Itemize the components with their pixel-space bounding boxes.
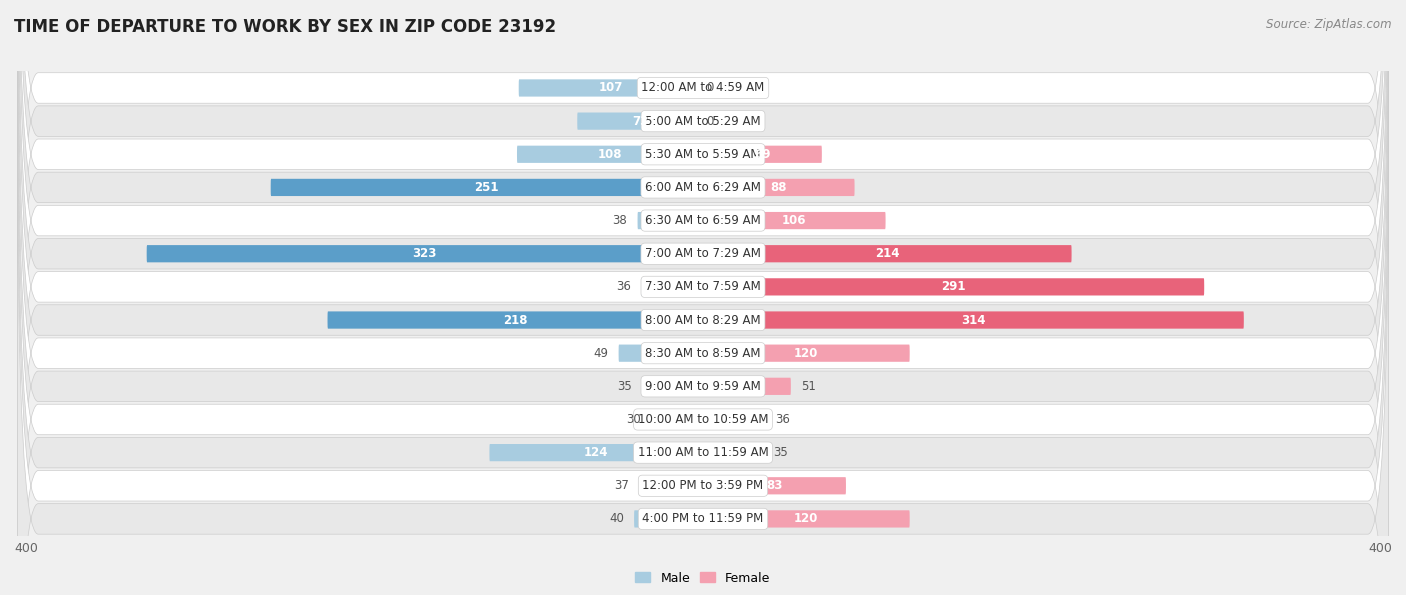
FancyBboxPatch shape: [17, 136, 1389, 595]
Text: 49: 49: [593, 347, 609, 359]
Text: TIME OF DEPARTURE TO WORK BY SEX IN ZIP CODE 23192: TIME OF DEPARTURE TO WORK BY SEX IN ZIP …: [14, 18, 557, 36]
Text: 51: 51: [801, 380, 815, 393]
Text: 83: 83: [766, 480, 783, 492]
FancyBboxPatch shape: [146, 245, 703, 262]
FancyBboxPatch shape: [703, 444, 763, 461]
Text: 7:30 AM to 7:59 AM: 7:30 AM to 7:59 AM: [645, 280, 761, 293]
Text: 7:00 AM to 7:29 AM: 7:00 AM to 7:29 AM: [645, 248, 761, 260]
FancyBboxPatch shape: [703, 311, 1244, 328]
Text: 6:00 AM to 6:29 AM: 6:00 AM to 6:29 AM: [645, 181, 761, 194]
FancyBboxPatch shape: [17, 4, 1389, 595]
FancyBboxPatch shape: [17, 0, 1389, 570]
Text: 35: 35: [617, 380, 633, 393]
FancyBboxPatch shape: [17, 0, 1389, 595]
Text: 88: 88: [770, 181, 787, 194]
FancyBboxPatch shape: [703, 511, 910, 528]
FancyBboxPatch shape: [703, 345, 910, 362]
FancyBboxPatch shape: [703, 378, 790, 395]
FancyBboxPatch shape: [703, 411, 765, 428]
FancyBboxPatch shape: [703, 477, 846, 494]
Text: 400: 400: [14, 542, 38, 555]
Text: 69: 69: [754, 148, 770, 161]
FancyBboxPatch shape: [703, 245, 1071, 262]
Text: 214: 214: [875, 248, 900, 260]
FancyBboxPatch shape: [17, 103, 1389, 595]
FancyBboxPatch shape: [703, 212, 886, 229]
Text: 12:00 PM to 3:59 PM: 12:00 PM to 3:59 PM: [643, 480, 763, 492]
Text: 314: 314: [962, 314, 986, 327]
Text: 35: 35: [773, 446, 789, 459]
Text: 9:00 AM to 9:59 AM: 9:00 AM to 9:59 AM: [645, 380, 761, 393]
Text: 0: 0: [706, 82, 714, 95]
Text: 400: 400: [1368, 542, 1392, 555]
FancyBboxPatch shape: [619, 345, 703, 362]
FancyBboxPatch shape: [643, 378, 703, 395]
FancyBboxPatch shape: [703, 179, 855, 196]
FancyBboxPatch shape: [651, 411, 703, 428]
Text: 30: 30: [626, 413, 641, 426]
Legend: Male, Female: Male, Female: [630, 566, 776, 590]
Text: 73: 73: [633, 115, 648, 127]
FancyBboxPatch shape: [17, 0, 1389, 595]
Text: 120: 120: [794, 512, 818, 525]
FancyBboxPatch shape: [17, 0, 1389, 595]
Text: 12:00 AM to 4:59 AM: 12:00 AM to 4:59 AM: [641, 82, 765, 95]
FancyBboxPatch shape: [703, 146, 823, 163]
Text: 124: 124: [583, 446, 609, 459]
FancyBboxPatch shape: [17, 0, 1389, 595]
Text: 4:00 PM to 11:59 PM: 4:00 PM to 11:59 PM: [643, 512, 763, 525]
Text: 8:30 AM to 8:59 AM: 8:30 AM to 8:59 AM: [645, 347, 761, 359]
Text: 36: 36: [616, 280, 631, 293]
FancyBboxPatch shape: [489, 444, 703, 461]
Text: 291: 291: [942, 280, 966, 293]
Text: 11:00 AM to 11:59 AM: 11:00 AM to 11:59 AM: [638, 446, 768, 459]
Text: 323: 323: [412, 248, 437, 260]
Text: 107: 107: [599, 82, 623, 95]
FancyBboxPatch shape: [634, 511, 703, 528]
FancyBboxPatch shape: [637, 212, 703, 229]
Text: 106: 106: [782, 214, 807, 227]
FancyBboxPatch shape: [641, 278, 703, 296]
FancyBboxPatch shape: [17, 70, 1389, 595]
Text: 108: 108: [598, 148, 623, 161]
FancyBboxPatch shape: [17, 0, 1389, 595]
Text: 120: 120: [794, 347, 818, 359]
FancyBboxPatch shape: [17, 0, 1389, 471]
FancyBboxPatch shape: [328, 311, 703, 328]
FancyBboxPatch shape: [17, 0, 1389, 537]
Text: 40: 40: [609, 512, 624, 525]
Text: 5:00 AM to 5:29 AM: 5:00 AM to 5:29 AM: [645, 115, 761, 127]
FancyBboxPatch shape: [517, 146, 703, 163]
Text: Source: ZipAtlas.com: Source: ZipAtlas.com: [1267, 18, 1392, 31]
Text: 10:00 AM to 10:59 AM: 10:00 AM to 10:59 AM: [638, 413, 768, 426]
Text: 37: 37: [614, 480, 628, 492]
FancyBboxPatch shape: [640, 477, 703, 494]
FancyBboxPatch shape: [271, 179, 703, 196]
Text: 38: 38: [613, 214, 627, 227]
Text: 8:00 AM to 8:29 AM: 8:00 AM to 8:29 AM: [645, 314, 761, 327]
FancyBboxPatch shape: [17, 0, 1389, 504]
FancyBboxPatch shape: [519, 79, 703, 96]
Text: 218: 218: [503, 314, 527, 327]
Text: 36: 36: [775, 413, 790, 426]
FancyBboxPatch shape: [703, 278, 1204, 296]
Text: 251: 251: [475, 181, 499, 194]
Text: 6:30 AM to 6:59 AM: 6:30 AM to 6:59 AM: [645, 214, 761, 227]
FancyBboxPatch shape: [17, 37, 1389, 595]
Text: 0: 0: [706, 115, 714, 127]
Text: 5:30 AM to 5:59 AM: 5:30 AM to 5:59 AM: [645, 148, 761, 161]
FancyBboxPatch shape: [578, 112, 703, 130]
